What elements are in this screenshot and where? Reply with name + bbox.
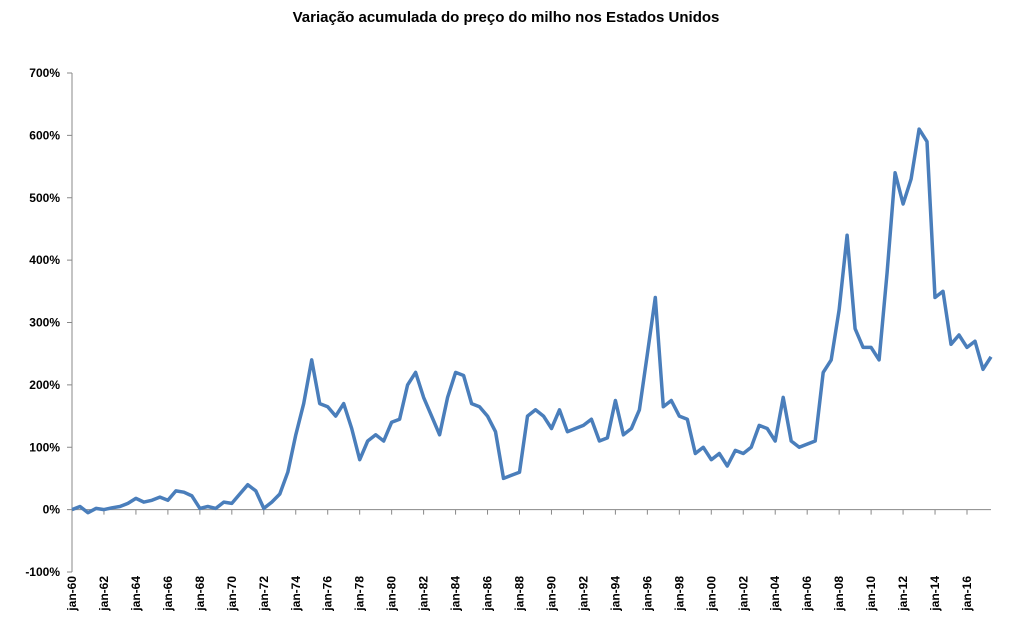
x-tick-label: jan-92 bbox=[576, 576, 590, 612]
x-tick-label: jan-84 bbox=[449, 576, 463, 612]
x-tick-label: jan-00 bbox=[704, 576, 718, 612]
x-tick-label: jan-86 bbox=[481, 576, 495, 612]
x-tick-label: jan-08 bbox=[832, 576, 846, 612]
x-tick-label: jan-96 bbox=[640, 576, 654, 612]
x-tick-label: jan-68 bbox=[193, 576, 207, 612]
x-tick-label: jan-64 bbox=[129, 576, 143, 612]
x-tick-label: jan-74 bbox=[289, 576, 303, 612]
x-tick-label: jan-60 bbox=[65, 576, 79, 612]
y-tick-label: 500% bbox=[29, 191, 60, 205]
y-tick-label: 100% bbox=[29, 440, 60, 454]
y-tick-label: 200% bbox=[29, 378, 60, 392]
x-tick-label: jan-82 bbox=[417, 576, 431, 612]
y-tick-label: 0% bbox=[43, 503, 61, 517]
x-tick-label: jan-02 bbox=[736, 576, 750, 612]
x-tick-label: jan-98 bbox=[672, 576, 686, 612]
x-tick-label: jan-70 bbox=[225, 576, 239, 612]
chart-title: Variação acumulada do preço do milho nos… bbox=[293, 9, 720, 26]
data-line bbox=[71, 127, 993, 515]
y-tick-label: 300% bbox=[29, 316, 60, 330]
x-tick-label: jan-04 bbox=[768, 576, 782, 612]
x-tick-label: jan-76 bbox=[321, 576, 335, 612]
y-tick-label: 600% bbox=[29, 128, 60, 142]
x-tick-label: jan-78 bbox=[353, 576, 367, 612]
x-tick-label: jan-62 bbox=[97, 576, 111, 612]
y-tick-label: 700% bbox=[29, 66, 60, 80]
x-tick-label: jan-66 bbox=[161, 576, 175, 612]
y-tick-label: 400% bbox=[29, 253, 60, 267]
x-tick-label: jan-80 bbox=[385, 576, 399, 612]
x-tick-label: jan-94 bbox=[608, 576, 622, 612]
x-tick-label: jan-72 bbox=[257, 576, 271, 612]
x-tick-label: jan-88 bbox=[513, 576, 527, 612]
x-tick-label: jan-14 bbox=[928, 576, 942, 612]
y-tick-label: -100% bbox=[25, 565, 60, 579]
x-tick-label: jan-12 bbox=[896, 576, 910, 612]
x-tick-label: jan-06 bbox=[800, 576, 814, 612]
x-tick-label: jan-90 bbox=[544, 576, 558, 612]
x-tick-label: jan-16 bbox=[960, 576, 974, 612]
x-tick-label: jan-10 bbox=[864, 576, 878, 612]
